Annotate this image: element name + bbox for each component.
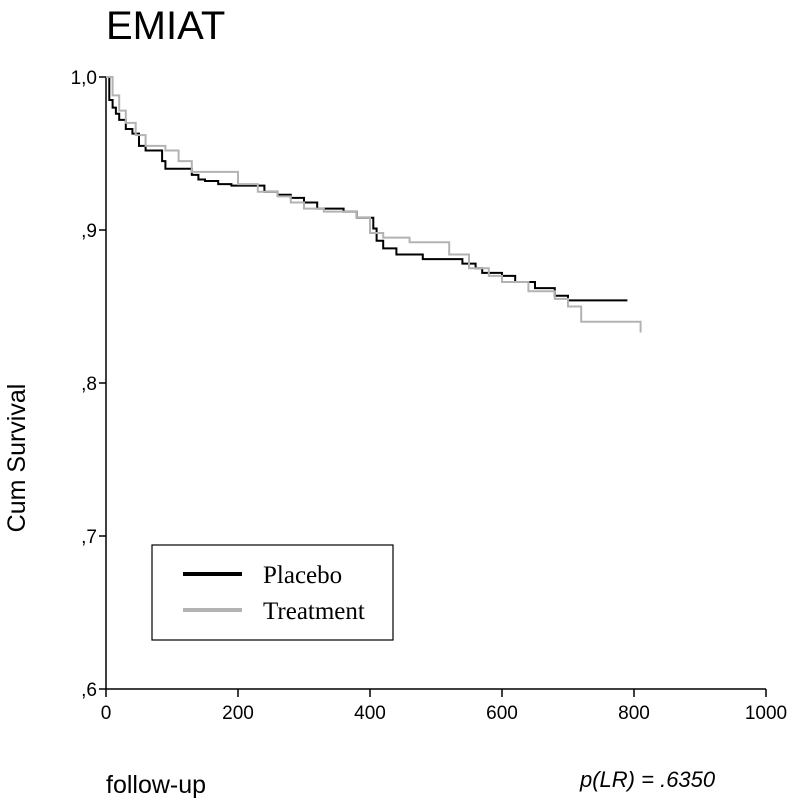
x-axis-label: follow-up [106,771,207,799]
series-line-placebo [106,76,628,302]
y-axis: ,6 ,7 ,8 ,9 1,0 [71,68,107,701]
x-tick-label: 1000 [745,703,787,724]
series-lines [106,76,642,333]
series-line-treatment [106,76,642,333]
x-tick-label: 0 [101,703,112,724]
y-tick-label: 1,0 [71,68,97,89]
legend-label: Placebo [263,562,342,589]
chart-title: EMIAT [106,4,226,48]
p-value-annotation: p(LR) = .6350 [580,767,716,792]
y-tick-label: ,6 [81,680,97,701]
y-tick-label: ,7 [81,527,97,548]
x-axis: 0 200 400 600 800 1000 [101,688,787,724]
legend-label: Treatment [263,598,365,625]
y-tick-label: ,8 [81,374,97,395]
x-tick-label: 200 [222,703,254,724]
x-tick-label: 800 [618,703,650,724]
x-tick-label: 400 [354,703,386,724]
y-tick-label: ,9 [81,221,97,242]
x-tick-label: 600 [486,703,518,724]
legend-box [151,544,394,641]
legend: Placebo Treatment [151,544,394,641]
